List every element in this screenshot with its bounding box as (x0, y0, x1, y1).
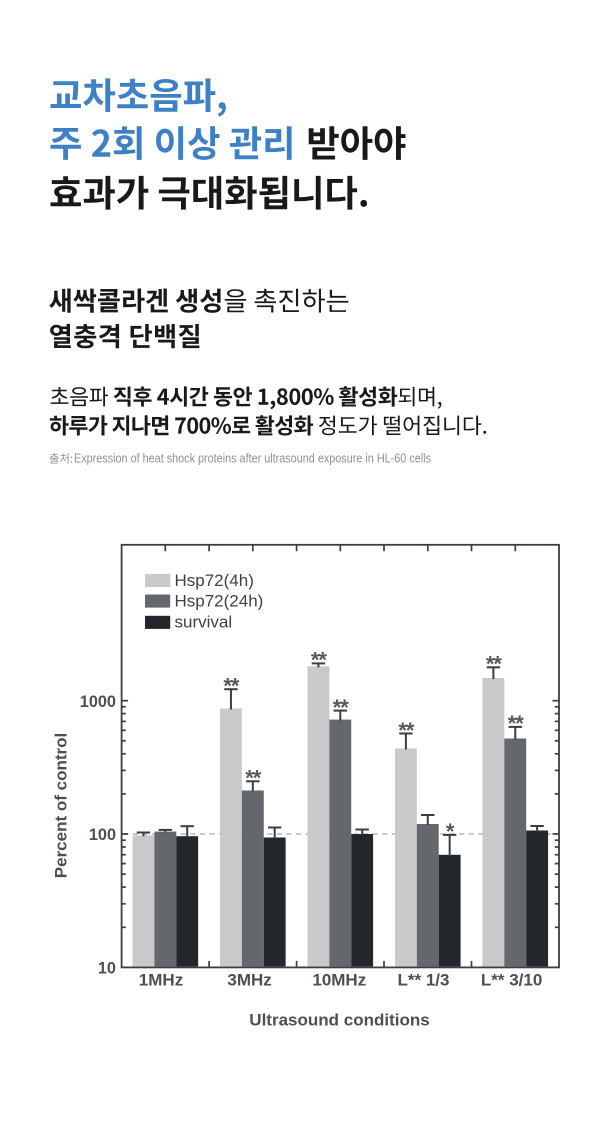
svg-text:**: ** (508, 711, 525, 736)
svg-text:1000: 1000 (80, 693, 116, 711)
svg-text:Hsp72(4h): Hsp72(4h) (175, 571, 254, 590)
svg-text:**: ** (333, 695, 350, 720)
svg-text:Ultrasound conditions: Ultrasound conditions (249, 1011, 429, 1030)
svg-text:**: ** (398, 718, 415, 743)
svg-text:**: ** (245, 766, 262, 791)
svg-text:survival: survival (175, 613, 233, 632)
svg-text:100: 100 (89, 826, 116, 844)
svg-text:1MHz: 1MHz (139, 970, 183, 989)
svg-text:3MHz: 3MHz (227, 970, 271, 989)
svg-text:**: ** (223, 674, 240, 699)
svg-text:**: ** (486, 652, 503, 677)
svg-text:Expression of heat shock prote: Expression of heat shock proteins after … (74, 452, 431, 466)
svg-text:**: ** (311, 648, 328, 673)
svg-text:L** 3/10: L** 3/10 (481, 970, 542, 989)
svg-text:10MHz: 10MHz (312, 970, 366, 989)
svg-text:Hsp72(24h): Hsp72(24h) (175, 591, 264, 610)
svg-text:L** 1/3: L** 1/3 (398, 970, 450, 989)
svg-text:10: 10 (98, 960, 116, 978)
svg-text:Percent of control: Percent of control (52, 733, 71, 878)
svg-text:*: * (446, 819, 455, 844)
